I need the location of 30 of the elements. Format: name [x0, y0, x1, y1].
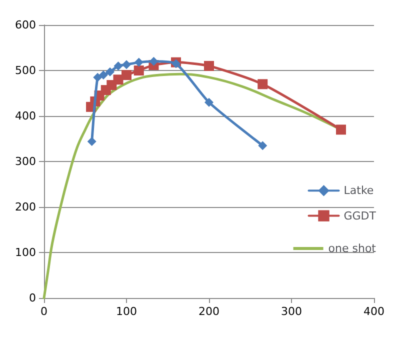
point	[149, 56, 158, 66]
point	[258, 79, 268, 90]
legend-label: GGDT	[344, 209, 376, 222]
point	[134, 58, 144, 67]
point	[122, 70, 132, 80]
x-tick-label: 100	[116, 305, 137, 318]
point	[106, 67, 114, 76]
y-tick-label: 600	[15, 18, 36, 32]
x-tick-label: 400	[364, 305, 384, 318]
point	[204, 60, 214, 71]
point	[114, 61, 123, 70]
x-tick-label: 200	[198, 305, 220, 318]
point	[98, 70, 108, 80]
y-tick-label: 400	[15, 110, 36, 122]
point	[258, 141, 268, 150]
point	[87, 136, 96, 146]
y-tick-label: 0	[29, 292, 36, 304]
y-tick-label: 300	[15, 155, 36, 168]
point	[336, 124, 346, 135]
point	[122, 60, 131, 70]
legend-label: Latke	[344, 184, 374, 198]
point	[134, 66, 144, 76]
x-tick-label: 0	[40, 305, 48, 318]
y-tick-label: 500	[15, 64, 36, 77]
y-tick-label: 100	[15, 246, 36, 259]
point	[204, 98, 214, 107]
y-tick-label: 200	[15, 200, 36, 214]
legend-label: one shot	[328, 242, 377, 255]
x-tick-label: 300	[281, 305, 302, 318]
point	[93, 72, 102, 82]
